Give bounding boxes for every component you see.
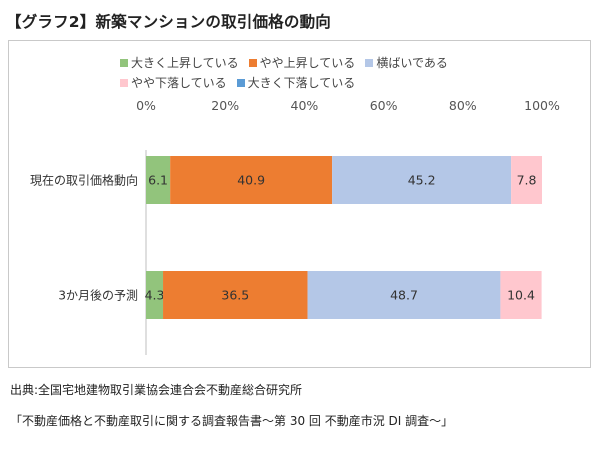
legend-swatch-slight-rise <box>248 58 257 67</box>
legend-label: 大きく上昇している <box>131 56 239 70</box>
legend-swatch-large-fall <box>236 78 245 87</box>
chart-frame <box>8 40 591 368</box>
legend-swatch-flat <box>365 58 374 67</box>
x-tick-label: 80% <box>449 98 477 113</box>
source-line-1: 出典:全国宅地建物取引業協会連合会不動産総合研究所 <box>10 383 303 397</box>
x-tick-label: 60% <box>370 98 398 113</box>
chart-title: 【グラフ2】新築マンションの取引価格の動向 <box>6 13 331 31</box>
bar-segment <box>332 156 512 204</box>
legend-label: 横ばいである <box>376 56 448 70</box>
legend-label: やや下落している <box>131 76 227 90</box>
bar-segment <box>511 156 542 204</box>
x-tick-label: 40% <box>291 98 319 113</box>
bar-segment <box>307 271 501 319</box>
legend-swatch-large-rise <box>120 58 128 67</box>
bar-segment <box>170 156 333 204</box>
legend-swatch-slight-fall <box>120 78 128 87</box>
data-label: 10.4 <box>507 288 535 303</box>
category-label: 現在の取引価格動向 <box>30 173 138 188</box>
data-label: 45.2 <box>408 173 436 188</box>
legend-row-2: やや下落している 大きく下落している <box>120 74 355 91</box>
x-tick-label: 100% <box>524 98 560 113</box>
x-tick-label: 0% <box>136 98 156 113</box>
data-label: 6.1 <box>148 173 168 188</box>
bar-segment <box>146 271 164 319</box>
legend-item-large-fall: 大きく下落している <box>236 74 356 91</box>
x-tick-label: 20% <box>211 98 239 113</box>
data-label: 48.7 <box>390 288 418 303</box>
data-label: 40.9 <box>237 173 265 188</box>
legend-item-slight-rise: やや上昇している <box>248 54 356 71</box>
bar-segment <box>163 271 308 319</box>
category-label: 3か月後の予測 <box>58 289 138 303</box>
legend-item-large-rise: 大きく上昇している <box>120 54 239 71</box>
legend-item-slight-fall: やや下落している <box>120 74 227 91</box>
bar-segment <box>500 271 542 319</box>
legend-label: やや上昇している <box>259 56 356 70</box>
source-line-2: 「不動産価格と不動産取引に関する調査報告書～第 30 回 不動産市況 DI 調査… <box>10 414 454 428</box>
legend-label: 大きく下落している <box>247 76 356 90</box>
data-label: 36.5 <box>221 288 249 303</box>
legend-row-1: 大きく上昇している やや上昇している 横ばいである <box>120 54 448 71</box>
legend-item-flat: 横ばいである <box>365 54 448 71</box>
data-label: 7.8 <box>517 173 537 188</box>
bar-segment <box>146 156 171 204</box>
data-label: 4.3 <box>145 288 165 303</box>
